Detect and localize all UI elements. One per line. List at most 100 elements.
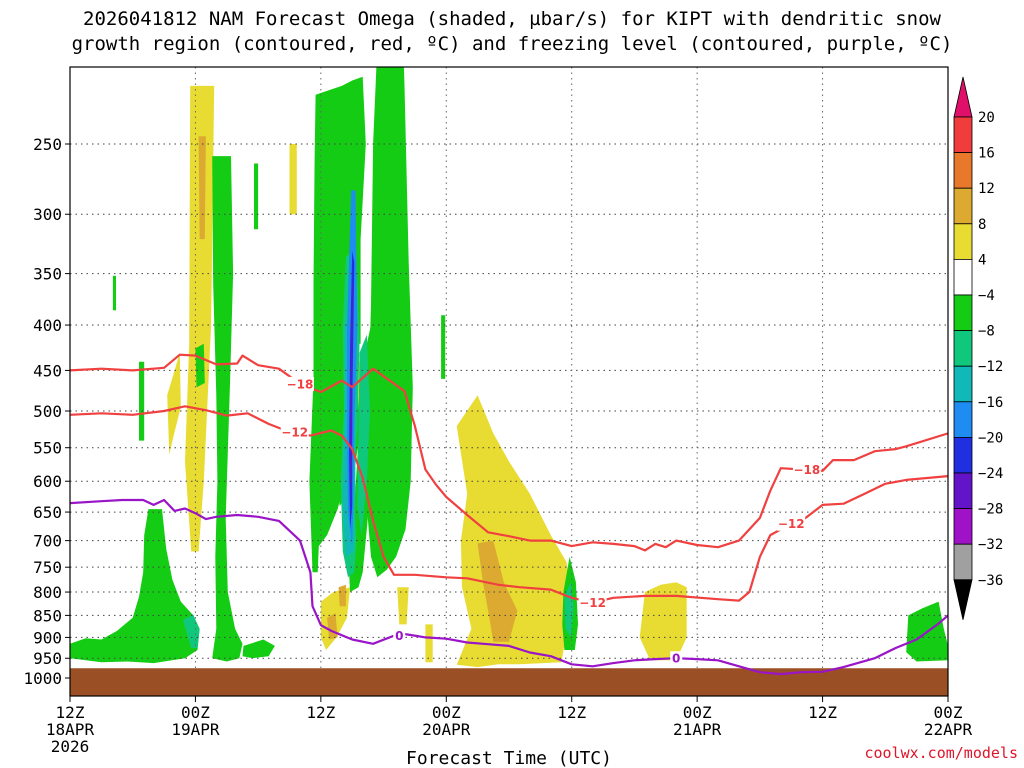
x-tick-label: 00Z <box>181 703 210 722</box>
colorbar-label: −32 <box>978 537 1003 553</box>
y-tick-label: 800 <box>33 583 62 602</box>
x-tick-label: 00Z <box>934 703 963 722</box>
contour-label: −18 <box>287 377 314 391</box>
contour-label: 0 <box>672 652 680 666</box>
contour-line <box>70 353 948 552</box>
omega-region <box>167 352 181 455</box>
y-tick-label: 400 <box>33 316 62 335</box>
colorbar-bin <box>953 258 973 296</box>
colorbar-bin <box>953 401 973 438</box>
x-tick-label: 00Z <box>432 703 461 722</box>
colorbar-label: 20 <box>978 110 995 126</box>
y-tick-label: 350 <box>33 265 62 284</box>
omega-region <box>350 284 353 507</box>
omega-shading <box>70 67 948 668</box>
omega-region <box>198 136 206 240</box>
temperature-contours: −18 −18 −12 −12 −12 0 0 <box>70 353 948 676</box>
y-tick-label: 250 <box>33 135 62 154</box>
contour-label: −12 <box>778 517 805 531</box>
x-tick-label: 19APR <box>171 720 220 739</box>
y-tick-label: 900 <box>33 628 62 647</box>
colorbar-bin <box>953 330 973 367</box>
chart-title-line-1: 2026041812 NAM Forecast Omega (shaded, µ… <box>83 8 941 30</box>
omega-region <box>366 67 413 578</box>
omega-region <box>338 584 346 607</box>
x-tick-label: 21APR <box>673 720 722 739</box>
omega-region <box>536 579 570 661</box>
contour-label: −18 <box>794 463 821 477</box>
y-tick-label: 300 <box>33 205 62 224</box>
colorbar-bin <box>953 116 973 153</box>
contour-label-bg <box>777 516 806 531</box>
colorbar-label: 16 <box>978 146 995 162</box>
x-tick-label: 2026 <box>51 737 90 756</box>
contour-label-bg <box>280 424 309 439</box>
colorbar-bin <box>953 152 973 189</box>
y-tick-label: 850 <box>33 606 62 625</box>
colorbar-bin <box>953 223 973 260</box>
chart-title-line-2: growth region (contoured, red, ºC) and f… <box>72 33 953 55</box>
contour-label-bg <box>670 651 683 666</box>
contour-label-bg <box>578 595 607 610</box>
colorbar-label: −24 <box>978 466 1003 482</box>
y-tick-label: 1000 <box>23 669 62 688</box>
x-tick-label: 20APR <box>422 720 471 739</box>
contour-line <box>70 498 948 676</box>
colorbar-label: −28 <box>978 502 1003 518</box>
omega-region <box>70 509 200 664</box>
omega-region <box>639 582 687 661</box>
colorbar-label: −36 <box>978 573 1003 589</box>
omega-region <box>139 361 145 441</box>
contour-label-bg <box>393 628 406 643</box>
omega-region <box>112 275 116 311</box>
x-tick-label: 12Z <box>306 703 335 722</box>
x-tick-label: 12Z <box>808 703 837 722</box>
x-tick-label: 22APR <box>924 720 973 739</box>
colorbar-top-arrow <box>953 76 973 118</box>
credit-link[interactable]: coolwx.com/models <box>864 744 1018 762</box>
y-tick-label: 700 <box>33 532 62 551</box>
omega-region <box>397 587 409 625</box>
colorbar-label: −8 <box>978 324 995 340</box>
colorbar-label: −20 <box>978 430 1003 446</box>
contour-label: −12 <box>579 596 606 610</box>
omega-region <box>185 85 215 552</box>
x-tick-label: 18APR <box>46 720 95 739</box>
colorbar-label: −12 <box>978 359 1003 375</box>
x-tick-label: 12Z <box>56 703 85 722</box>
y-axis-ticks: 250 300 350 400 450 500 550 600 650 700 750 800 850 9… <box>23 135 70 688</box>
y-tick-label: 750 <box>33 558 62 577</box>
omega-region <box>242 639 275 659</box>
y-tick-label: 650 <box>33 503 62 522</box>
omega-region <box>425 624 433 663</box>
y-tick-label: 950 <box>33 649 62 668</box>
colorbar-bin <box>953 294 973 331</box>
colorbar: 20 16 12 8 4 −4 −8 −12 −16 −20 −24 −28 −32 −36 <box>953 76 1003 620</box>
colorbar-label: 12 <box>978 181 995 197</box>
contour-label-bg <box>285 376 314 391</box>
colorbar-bin <box>953 436 973 474</box>
colorbar-label: 8 <box>978 217 986 233</box>
omega-region <box>357 334 370 536</box>
colorbar-bin <box>953 365 973 403</box>
contour-label: −12 <box>281 425 308 439</box>
colorbar-label: 4 <box>978 252 986 268</box>
colorbar-bin <box>953 543 973 581</box>
x-axis-label: Forecast Time (UTC) <box>406 748 612 768</box>
y-tick-label: 500 <box>33 402 62 421</box>
y-tick-label: 600 <box>33 472 62 491</box>
omega-region <box>212 156 243 662</box>
y-tick-label: 450 <box>33 361 62 380</box>
colorbar-bin <box>953 472 973 509</box>
omega-region <box>477 540 518 642</box>
contour-label: 0 <box>395 629 403 643</box>
colorbar-bottom-arrow <box>953 579 973 620</box>
contour-label-bg <box>792 462 821 477</box>
omega-region <box>195 343 205 388</box>
omega-region <box>289 144 297 215</box>
plot-frame <box>69 66 949 697</box>
colorbar-bin <box>953 508 973 545</box>
omega-region <box>441 315 446 379</box>
